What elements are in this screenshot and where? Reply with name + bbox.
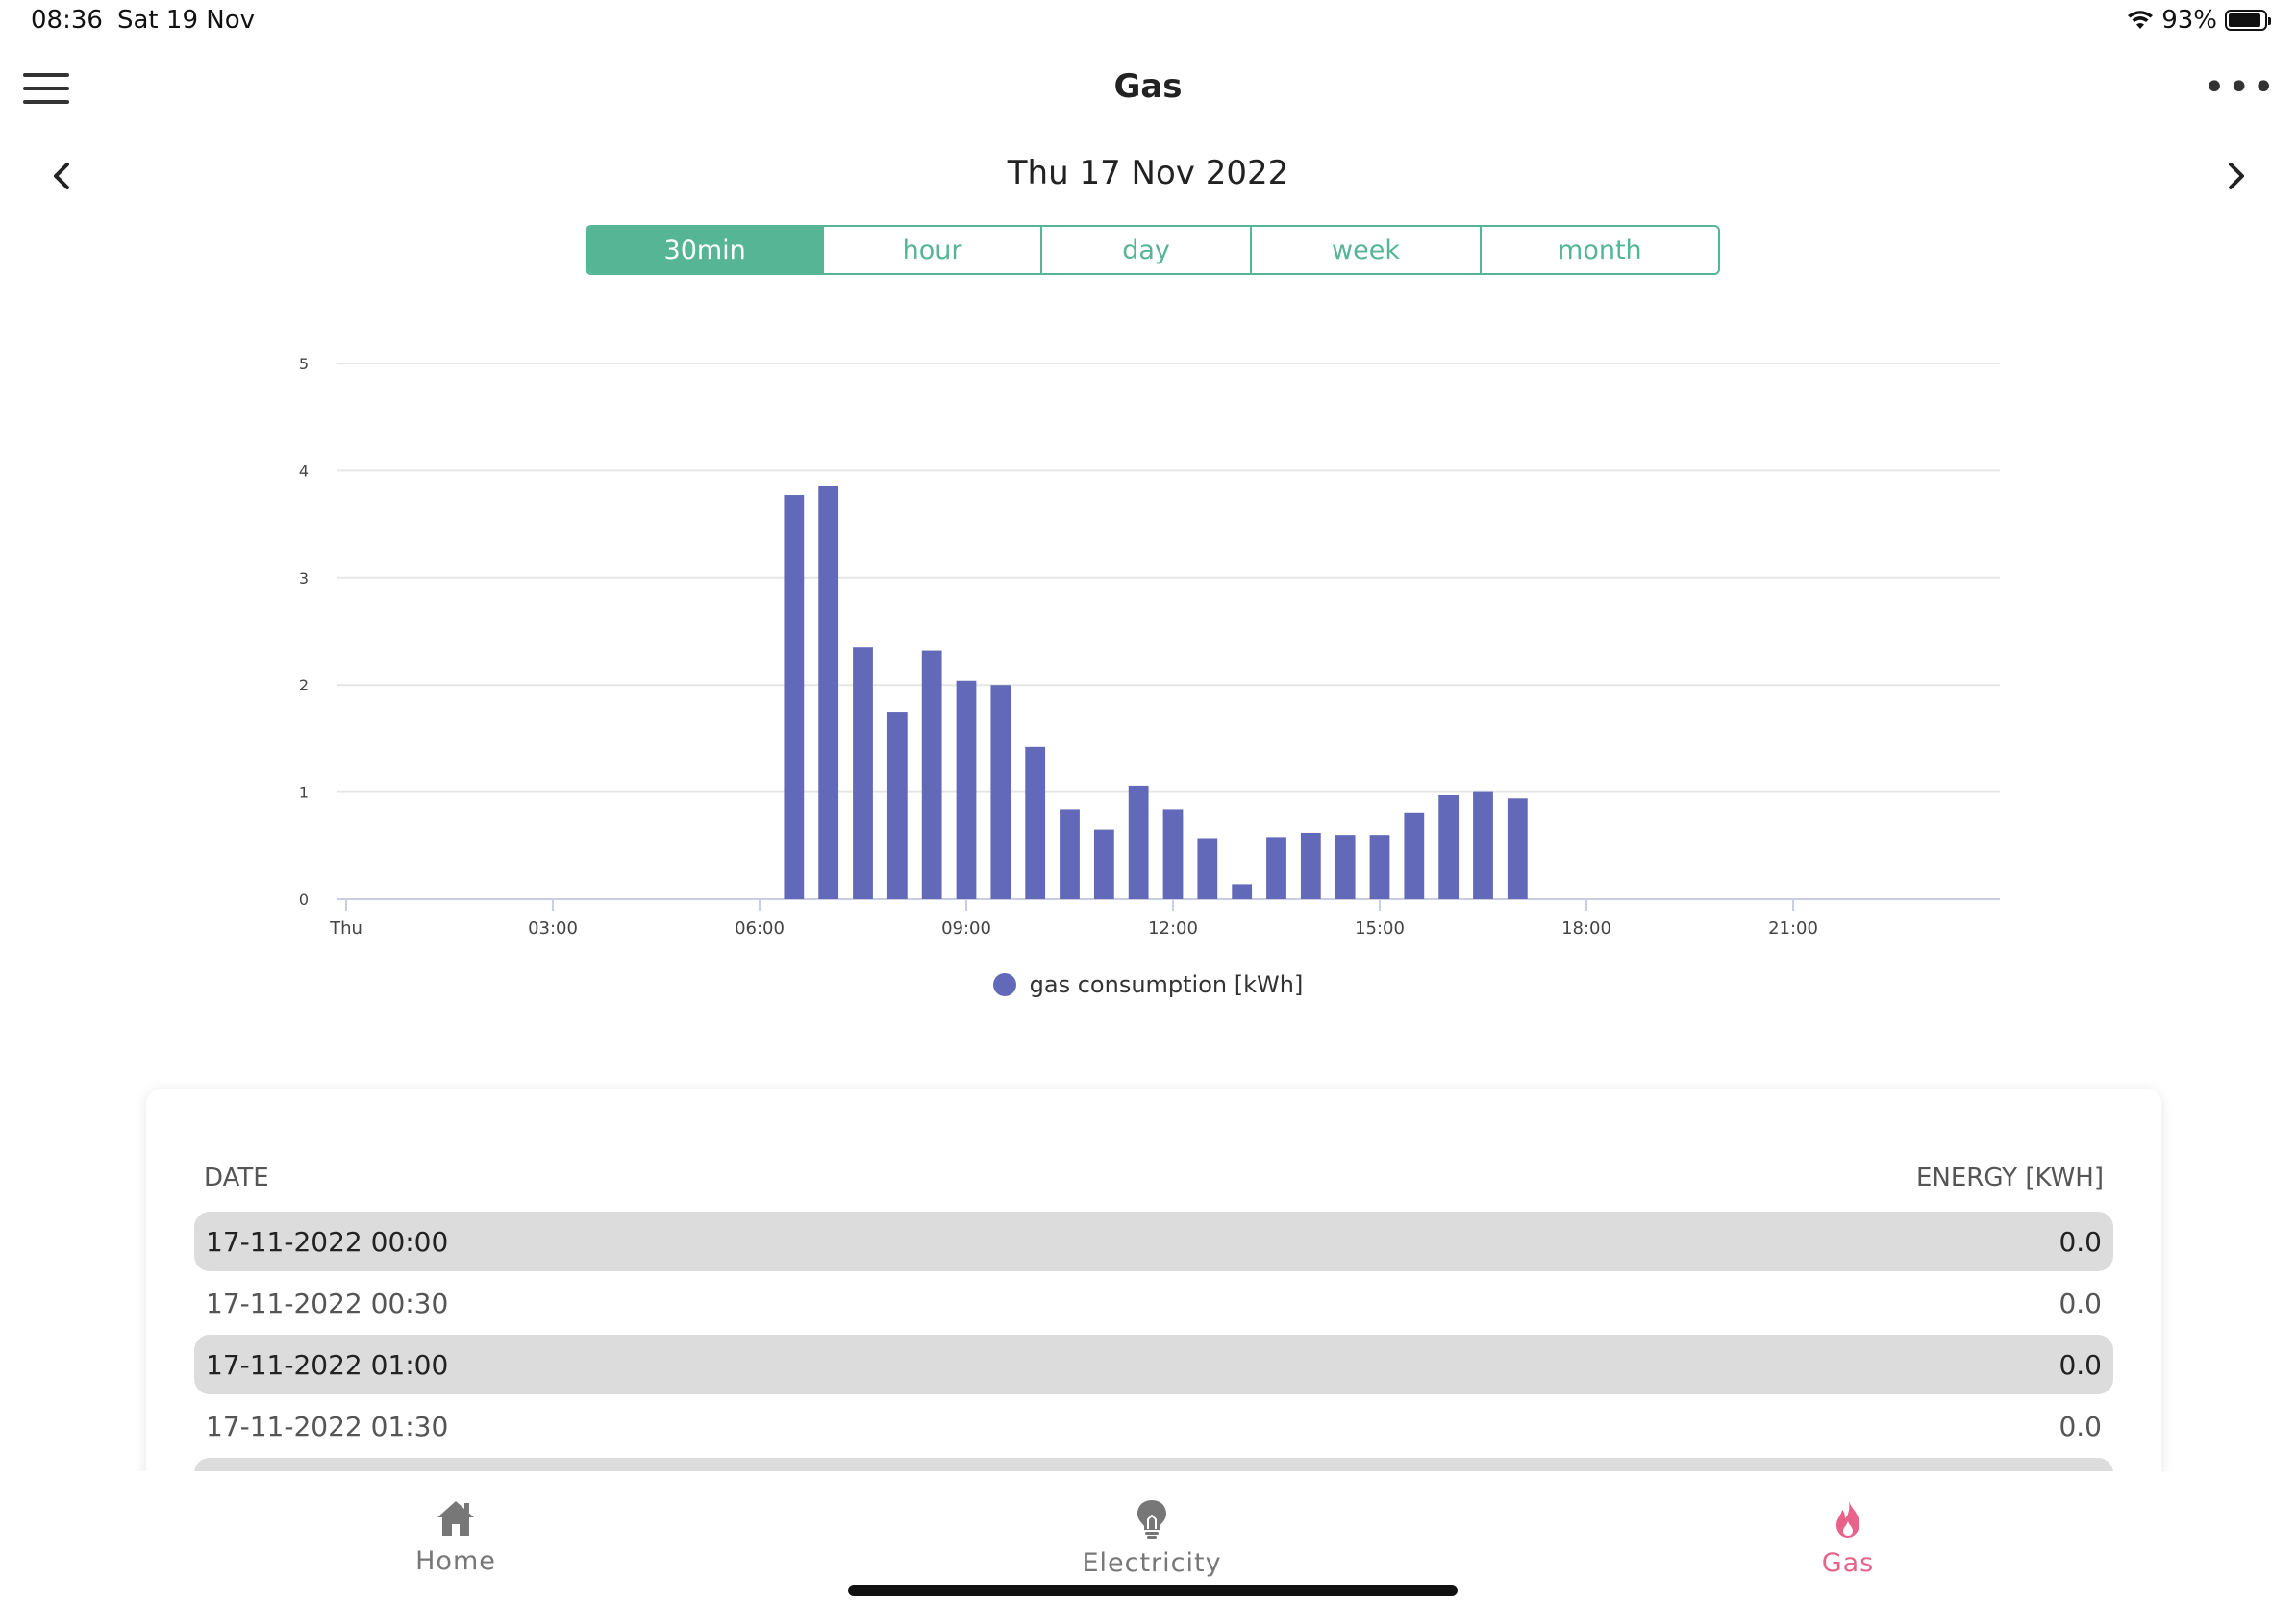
row-date: 17-11-2022 01:30 [206, 1410, 449, 1442]
lightbulb-icon [1137, 1500, 1166, 1539]
chart-bar [1369, 835, 1390, 899]
tab-30min[interactable]: 30min [587, 227, 825, 273]
flame-icon [1836, 1500, 1859, 1538]
chart-bar [921, 650, 942, 899]
chart-bar [1473, 791, 1493, 899]
chart-bar [1507, 798, 1528, 899]
status-time: 08:36 [31, 6, 103, 35]
table-row: 17-11-2022 01:00 0.0 [194, 1335, 2113, 1394]
tab-home[interactable]: Home [108, 1471, 804, 1604]
x-tick-label: 03:00 [528, 918, 578, 939]
y-tick-label: 2 [299, 676, 309, 694]
chart-bar [1438, 794, 1460, 899]
tab-electricity-label: Electricity [1082, 1548, 1222, 1578]
x-tick-label: 12:00 [1148, 918, 1198, 939]
battery-percent: 93% [2161, 6, 2217, 35]
tab-home-label: Home [415, 1546, 496, 1576]
tab-gas[interactable]: Gas [1500, 1471, 2196, 1604]
chart-bar [1266, 837, 1286, 899]
y-tick-label: 4 [299, 462, 309, 480]
table-row: 17-11-2022 00:30 0.0 [194, 1273, 2113, 1333]
page-title: Gas [1113, 67, 1183, 106]
x-tick-label: 15:00 [1355, 918, 1405, 939]
selected-date: Thu 17 Nov 2022 [1007, 154, 1289, 192]
y-tick-label: 5 [299, 355, 309, 373]
x-tick-label: 21:00 [1768, 918, 1818, 939]
chart-bar [1335, 835, 1356, 899]
chart-legend: gas consumption [kWh] [0, 971, 2296, 998]
legend-marker [992, 973, 1016, 996]
bottom-tab-bar: Home Electricity Gas [0, 1471, 2296, 1604]
status-indicators: 93% [2127, 6, 2271, 35]
row-energy: 0.0 [2059, 1410, 2102, 1442]
chart-bar [1025, 746, 1046, 899]
y-tick-label: 1 [299, 784, 309, 802]
row-date: 17-11-2022 01:00 [206, 1348, 449, 1381]
hamburger-menu-icon[interactable] [23, 73, 69, 108]
battery-fill [2229, 13, 2261, 27]
chart-bar [1128, 785, 1149, 899]
chart-bar [886, 712, 908, 899]
next-date-button[interactable] [2211, 152, 2259, 200]
chart-bar [990, 685, 1011, 899]
gas-consumption-chart: 0 1 2 3 4 5 Thu 03:00 06:00 09:00 12:00 15:00 18:00 2… [299, 355, 2000, 939]
column-header-energy: ENERGY [KWH] [1915, 1164, 2104, 1192]
wifi-icon [2128, 11, 2154, 29]
table-row: 17-11-2022 01:30 0.0 [194, 1396, 2113, 1456]
y-tick-label: 3 [299, 569, 309, 588]
row-energy: 0.0 [2059, 1287, 2102, 1319]
chart-bar [1404, 812, 1425, 899]
legend-label: gas consumption [kWh] [1029, 971, 1304, 998]
chevron-right-icon [2229, 163, 2244, 189]
chart-bar [818, 485, 839, 899]
tab-month[interactable]: month [1558, 235, 1642, 265]
home-icon [437, 1501, 474, 1536]
chart-bar [1060, 809, 1080, 899]
x-tick-label: 09:00 [941, 918, 991, 939]
tab-hour[interactable]: hour [824, 227, 1042, 273]
chart-bar [1093, 829, 1114, 899]
status-date: Sat 19 Nov [117, 6, 255, 35]
row-energy: 0.0 [2059, 1348, 2102, 1381]
y-tick-label: 0 [299, 890, 309, 909]
data-table: DATE ENERGY [KWH] 17-11-2022 00:00 0.0 1… [146, 1089, 2161, 1492]
more-options-icon[interactable]: ••• [2203, 65, 2277, 110]
row-date: 17-11-2022 00:00 [206, 1225, 449, 1258]
chart-bar [1232, 884, 1253, 899]
period-selector: 30min hour day week month [586, 225, 1720, 275]
previous-date-button[interactable] [38, 152, 87, 200]
tab-electricity[interactable]: Electricity [804, 1471, 1500, 1604]
chart-bar [956, 680, 977, 899]
x-tick-label: Thu [329, 918, 362, 939]
x-tick-label: 18:00 [1561, 918, 1611, 939]
chart-bar [1300, 832, 1321, 899]
table-row: 17-11-2022 00:00 0.0 [194, 1212, 2113, 1271]
battery-icon [2225, 10, 2271, 31]
chart-bar [1162, 809, 1184, 899]
chart-bar [853, 647, 873, 899]
column-header-date: DATE [204, 1164, 269, 1192]
row-energy: 0.0 [2059, 1225, 2102, 1258]
home-indicator [848, 1585, 1458, 1596]
chart-bar [784, 495, 805, 899]
tab-day[interactable]: day [1042, 227, 1253, 273]
x-tick-label: 06:00 [735, 918, 785, 939]
chevron-left-icon [54, 163, 69, 189]
row-date: 17-11-2022 00:30 [206, 1287, 449, 1319]
tab-gas-label: Gas [1821, 1548, 1875, 1578]
chart-bar [1197, 838, 1218, 899]
tab-week[interactable]: week [1252, 227, 1482, 273]
